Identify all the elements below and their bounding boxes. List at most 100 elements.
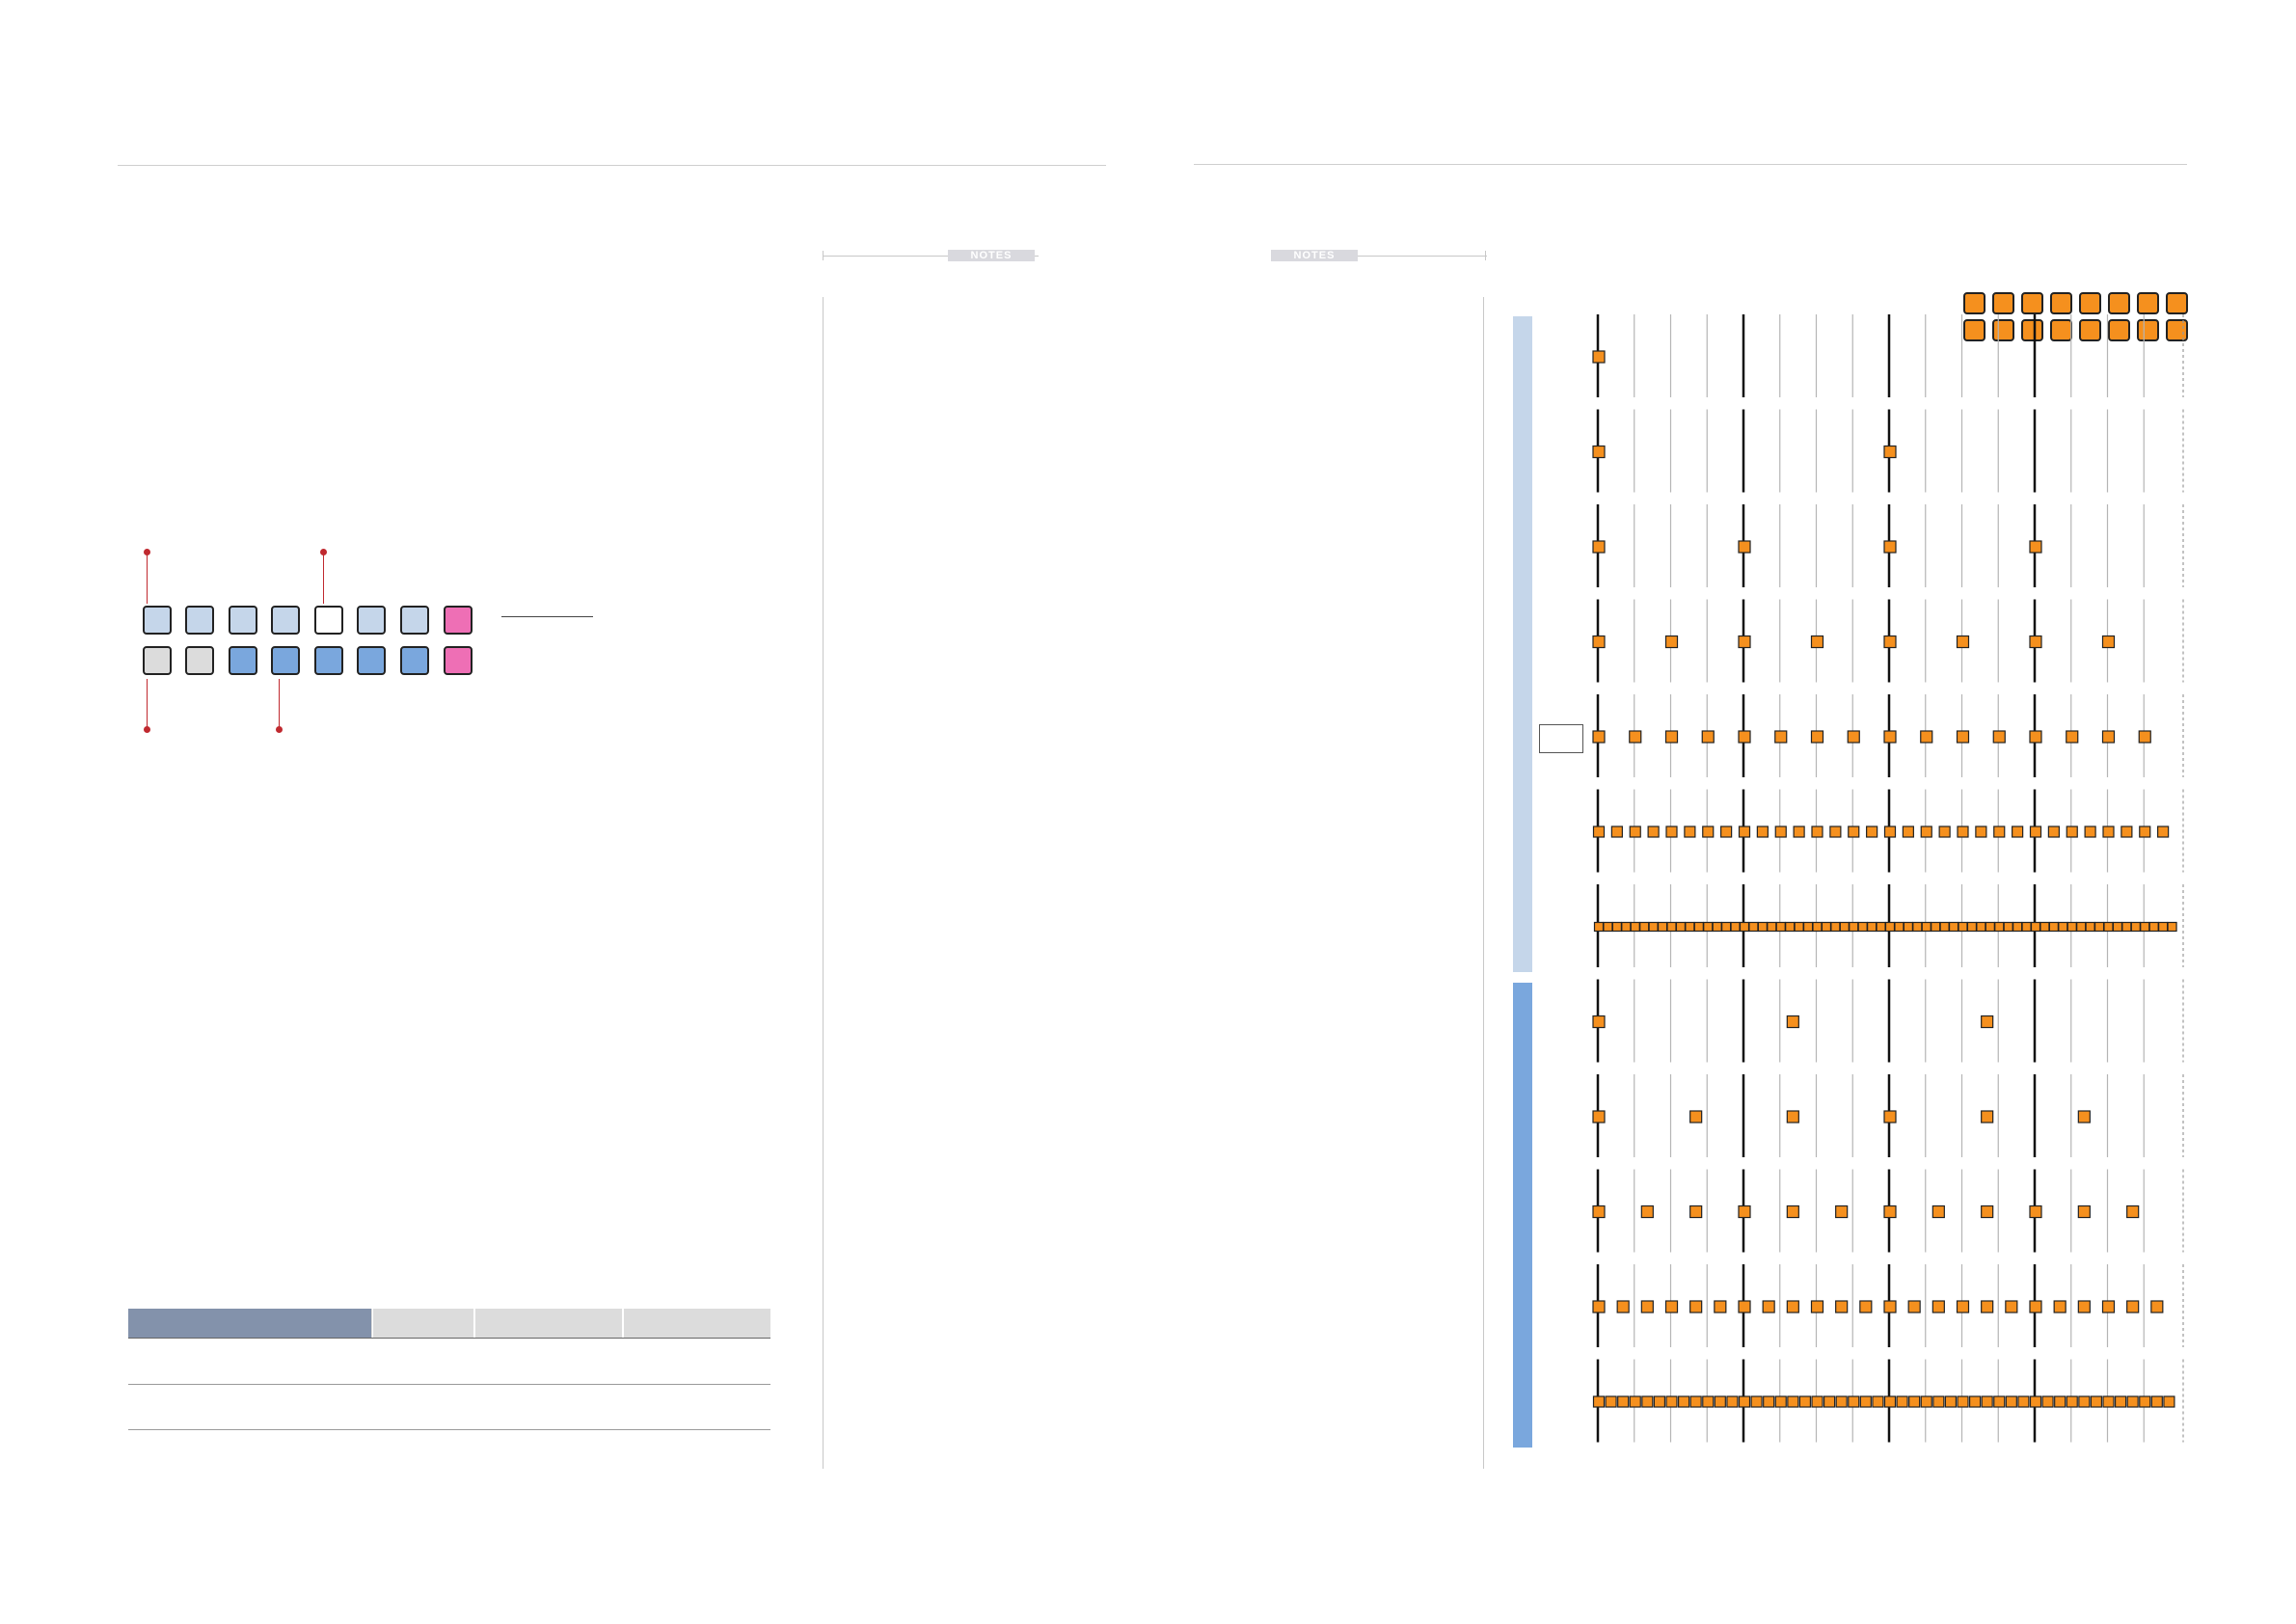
note-marker	[2138, 730, 2151, 744]
note-marker	[1957, 1395, 1969, 1408]
legend-note-button	[2166, 319, 2188, 341]
note-marker	[1774, 826, 1787, 838]
note-marker	[1664, 635, 1679, 649]
note-marker	[1641, 1395, 1654, 1408]
note-marker	[1787, 1395, 1799, 1408]
note-marker	[1665, 826, 1678, 838]
note-marker	[1810, 1300, 1824, 1313]
note-marker	[1798, 1395, 1812, 1408]
note-marker	[1786, 1015, 1799, 1029]
note-marker	[1849, 921, 1859, 933]
note-marker	[2066, 730, 2079, 744]
note-marker	[1785, 921, 1796, 933]
note-marker	[1712, 921, 1722, 933]
note-marker	[1786, 1204, 1799, 1219]
note-marker	[1981, 1015, 1994, 1029]
note-marker	[1640, 1204, 1654, 1219]
note-marker	[1756, 826, 1769, 838]
note-marker	[1763, 1395, 1775, 1408]
step-button	[271, 606, 300, 635]
note-marker	[1793, 826, 1805, 838]
note-marker	[1802, 921, 1814, 933]
legend-note-button	[2079, 319, 2101, 341]
note-marker	[1908, 1395, 1921, 1408]
note-marker	[1685, 921, 1695, 933]
note-marker	[1714, 1395, 1726, 1408]
note-marker	[1730, 921, 1741, 933]
note-marker	[2066, 826, 2078, 838]
note-marker	[1610, 826, 1623, 838]
note-marker	[1920, 1395, 1932, 1408]
note-marker	[1653, 1395, 1666, 1408]
note-marker	[1985, 921, 1995, 933]
table-header-cell-4	[622, 1309, 772, 1338]
note-marker	[1857, 921, 1868, 933]
step-button	[357, 646, 386, 675]
note-marker	[2130, 921, 2141, 933]
note-marker	[2054, 1395, 2066, 1408]
note-marker	[1689, 1110, 1703, 1123]
table-header	[128, 1309, 770, 1338]
note-marker	[1956, 635, 1970, 649]
note-marker	[1592, 350, 1606, 364]
note-marker	[1702, 826, 1715, 838]
note-marker	[1675, 921, 1687, 933]
note-marker	[2139, 1395, 2151, 1408]
note-marker	[2158, 921, 2169, 933]
note-marker	[1867, 921, 1877, 933]
note-marker	[2085, 921, 2095, 933]
note-marker	[1630, 921, 1640, 933]
note-marker	[1859, 1395, 1872, 1408]
note-marker	[1847, 730, 1860, 744]
note-marker	[2114, 1395, 2127, 1408]
note-marker	[1714, 1300, 1727, 1313]
callout-dot-bottom-middle	[276, 726, 283, 733]
note-marker	[1944, 1395, 1958, 1408]
note-marker	[1592, 635, 1606, 649]
note-marker	[2102, 826, 2115, 838]
left-page-top-rule	[118, 165, 1106, 166]
note-marker	[1992, 730, 2006, 744]
note-marker	[1939, 921, 1950, 933]
note-marker	[1629, 826, 1641, 838]
note-marker	[1593, 921, 1605, 933]
note-marker	[2084, 826, 2096, 838]
note-marker	[1703, 921, 1714, 933]
note-marker	[2029, 826, 2042, 838]
table-row	[128, 1384, 770, 1385]
note-marker	[1767, 921, 1777, 933]
note-marker	[2066, 1395, 2078, 1408]
note-marker	[1883, 1395, 1897, 1408]
legend-note-button	[2050, 292, 2072, 314]
note-marker	[1592, 540, 1606, 554]
note-marker	[1738, 635, 1751, 649]
note-marker	[2039, 921, 2050, 933]
note-marker	[2121, 921, 2132, 933]
right-notes-header: NOTES	[1271, 249, 1487, 262]
note-marker	[2112, 921, 2123, 933]
note-marker	[2012, 921, 2023, 933]
note-marker	[2163, 1395, 2175, 1408]
note-marker	[1883, 730, 1897, 744]
note-marker	[2140, 921, 2150, 933]
note-marker	[2077, 1110, 2091, 1123]
note-marker	[1981, 1300, 1994, 1313]
note-marker	[1786, 1300, 1799, 1313]
legend-note-button	[2021, 292, 2043, 314]
step-button	[271, 646, 300, 675]
legend-note-button	[2079, 292, 2101, 314]
legend-note-button	[1992, 319, 2014, 341]
note-marker	[1993, 1395, 2006, 1408]
legend-note-button	[2137, 292, 2159, 314]
note-marker	[1811, 1395, 1823, 1408]
note-marker	[1958, 921, 1968, 933]
note-marker	[1883, 635, 1897, 649]
legend-note-button	[2108, 292, 2130, 314]
step-button	[229, 606, 257, 635]
note-marker	[2012, 826, 2024, 838]
note-marker	[1903, 921, 1913, 933]
note-marker	[1666, 921, 1677, 933]
note-marker	[1611, 921, 1622, 933]
note-marker	[1883, 540, 1897, 554]
step-button	[444, 606, 473, 635]
